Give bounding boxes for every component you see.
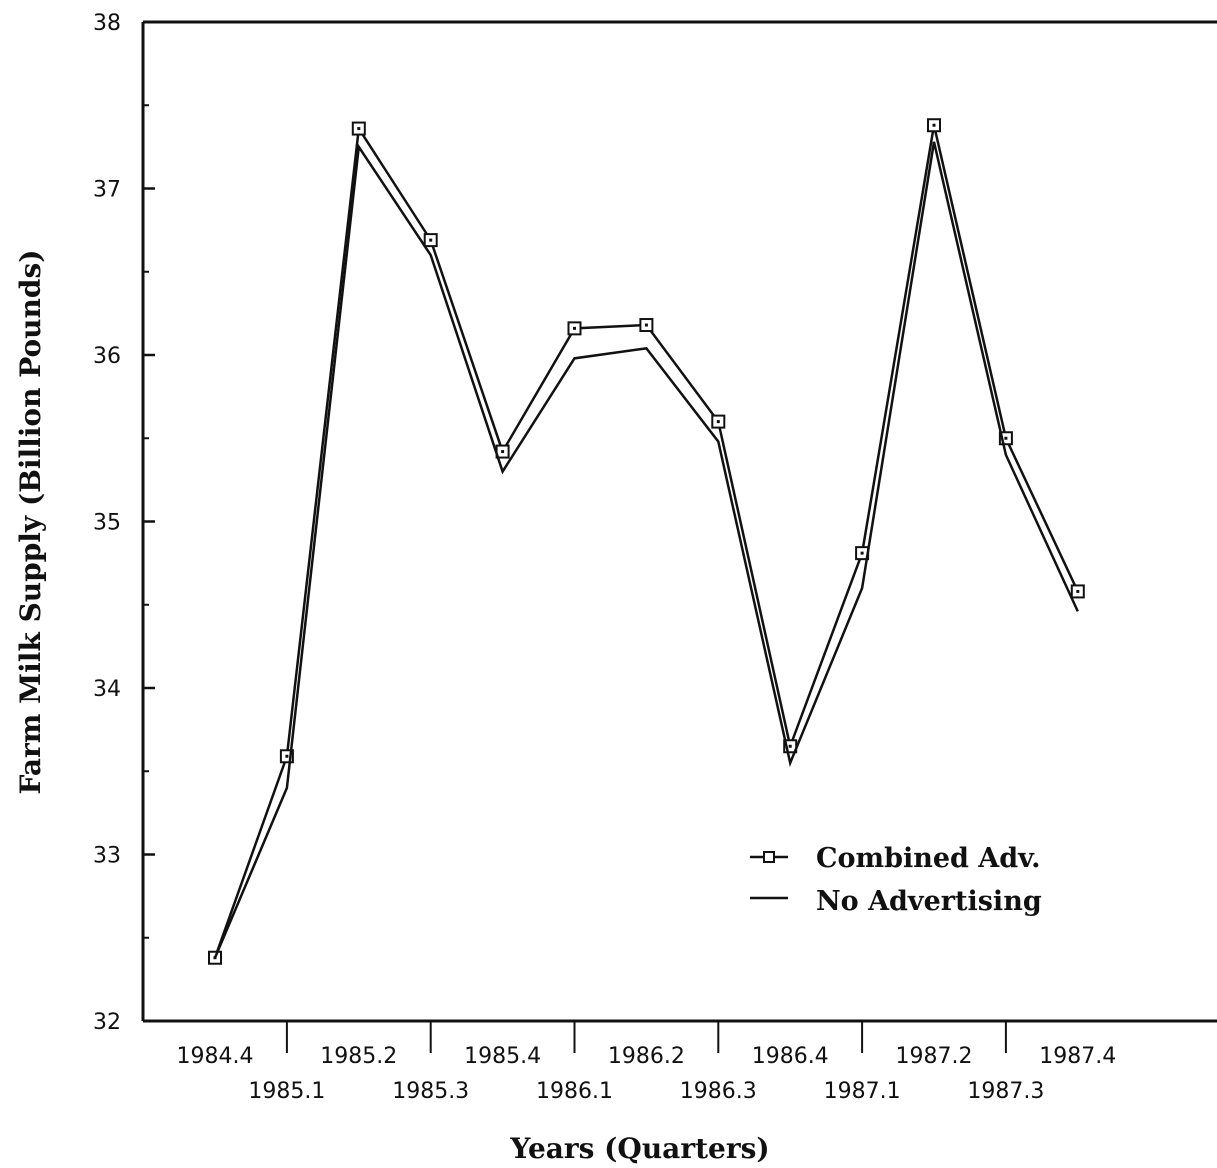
x-axis-ticks: 1984.4 1985.1 1985.2 1985.3 1985.4 1986.1 1986… bbox=[177, 1021, 1116, 1104]
data-point-marker-dot bbox=[1076, 589, 1080, 593]
x-tick-label: 1987.2 bbox=[896, 1044, 973, 1069]
legend-combined-label: Combined Adv. bbox=[816, 843, 1041, 874]
data-point-marker-dot bbox=[573, 326, 576, 330]
y-axis-title: Farm Milk Supply (Billion Pounds) bbox=[14, 250, 47, 795]
data-point-marker-dot bbox=[357, 127, 361, 131]
x-tick-label: 1986.3 bbox=[680, 1079, 757, 1104]
axes bbox=[141, 20, 1217, 1023]
data-point-marker-dot bbox=[501, 450, 505, 454]
data-point-marker-dot bbox=[429, 238, 433, 242]
y-tick-label: 36 bbox=[93, 344, 121, 369]
legend-combined-marker bbox=[763, 851, 775, 863]
x-tick-label: 1985.2 bbox=[320, 1044, 397, 1069]
data-point-marker-dot bbox=[716, 420, 720, 424]
x-tick-label: 1985.1 bbox=[248, 1079, 325, 1104]
y-tick-label: 32 bbox=[93, 1010, 121, 1035]
data-point-marker-dot bbox=[932, 123, 936, 127]
x-tick-label: 1986.2 bbox=[608, 1044, 685, 1069]
x-tick-label: 1985.3 bbox=[392, 1079, 469, 1104]
y-tick-label: 37 bbox=[93, 178, 121, 203]
x-tick-label: 1984.4 bbox=[177, 1044, 254, 1069]
y-axis-ticks: 32 33 34 35 36 37 38 bbox=[93, 11, 155, 1035]
data-point-marker-dot bbox=[285, 754, 289, 758]
y-tick-label: 33 bbox=[93, 844, 121, 869]
x-tick-label: 1985.4 bbox=[464, 1044, 541, 1069]
series-layer bbox=[208, 118, 1085, 965]
series-combined-adv-line bbox=[213, 124, 1079, 959]
legend: Combined Adv. No Advertising bbox=[750, 843, 1042, 917]
series-no-advertising-line bbox=[213, 141, 1079, 959]
data-point-marker-dot bbox=[644, 323, 648, 327]
x-axis-title: Years (Quarters) bbox=[509, 1132, 769, 1165]
x-tick-label: 1987.1 bbox=[824, 1079, 901, 1104]
data-point-marker-dot bbox=[860, 551, 864, 555]
data-point-marker-dot bbox=[1004, 436, 1008, 440]
y-tick-label: 34 bbox=[93, 677, 121, 702]
y-tick-label: 35 bbox=[93, 511, 121, 536]
x-tick-label: 1987.4 bbox=[1039, 1044, 1116, 1069]
data-point-marker-dot bbox=[788, 744, 792, 748]
y-tick-label: 38 bbox=[93, 11, 121, 36]
x-tick-label: 1987.3 bbox=[967, 1079, 1044, 1104]
x-tick-label: 1986.1 bbox=[536, 1079, 613, 1104]
x-tick-label: 1986.4 bbox=[752, 1044, 829, 1069]
legend-no-adv-label: No Advertising bbox=[816, 886, 1042, 917]
